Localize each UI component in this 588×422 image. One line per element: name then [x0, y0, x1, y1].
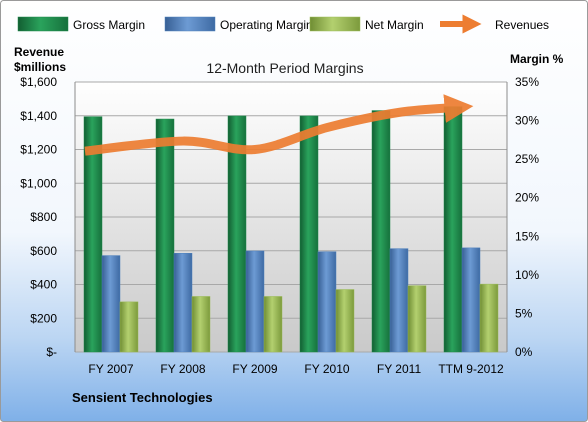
left-tick-label: $- [46, 345, 57, 359]
bar-gross-margin [227, 115, 247, 353]
left-tick-label: $1,200 [20, 143, 57, 157]
bar-operating-margin [461, 247, 481, 353]
right-tick-label: 0% [515, 345, 533, 359]
bar-gross-margin [299, 115, 319, 353]
right-axis-label: Margin % [510, 52, 564, 66]
bar-operating-margin [101, 255, 121, 353]
legend-label-gross-margin: Gross Margin [73, 18, 145, 32]
right-tick-label: 30% [515, 114, 539, 128]
left-tick-label: $1,600 [20, 75, 57, 89]
left-tick-label: $600 [30, 244, 57, 258]
bar-net-margin [263, 296, 283, 353]
left-axis-label-line1: Revenue [14, 45, 64, 59]
legend-label-operating-margin: Operating Margin [220, 18, 313, 32]
bar-operating-margin [173, 253, 193, 353]
right-tick-label: 20% [515, 191, 539, 205]
legend-swatch-operating-margin [164, 16, 216, 32]
category-label: FY 2008 [160, 362, 205, 376]
left-axis-label-line2: $millions [14, 60, 66, 74]
left-axis-ticks: $- $200 $400 $600 $800 $1,000 $1,200 $1,400 $1,6… [20, 75, 57, 359]
left-tick-label: $800 [30, 210, 57, 224]
bar-net-margin [119, 301, 139, 353]
bar-net-margin [479, 283, 499, 353]
category-label: FY 2011 [377, 362, 422, 376]
bar-gross-margin [83, 116, 103, 353]
right-tick-label: 10% [515, 268, 539, 282]
right-tick-label: 5% [515, 306, 533, 320]
bar-net-margin [335, 289, 355, 353]
legend-label-net-margin: Net Margin [365, 18, 424, 32]
revenue-line [84, 94, 474, 156]
legend-label-revenues: Revenues [495, 18, 549, 32]
revenue-line-layer [84, 94, 474, 156]
bar-operating-margin [389, 248, 409, 353]
bar-gross-margin [155, 118, 175, 353]
bar-operating-margin [245, 250, 265, 353]
legend: Gross Margin Operating Margin Net Margin Re… [17, 14, 549, 34]
left-tick-label: $400 [30, 278, 57, 292]
left-tick-label: $1,000 [20, 176, 57, 190]
left-tick-label: $1,400 [20, 109, 57, 123]
bars [83, 106, 499, 353]
category-labels: FY 2007 FY 2008 FY 2009 FY 2010 FY 2011 TTM 9… [88, 362, 504, 376]
bar-gross-margin [443, 106, 463, 353]
legend-swatch-net-margin [309, 16, 361, 32]
bar-gross-margin [371, 110, 391, 353]
right-tick-label: 25% [515, 152, 539, 166]
bar-net-margin [191, 296, 211, 353]
left-tick-label: $200 [30, 311, 57, 325]
category-label: FY 2009 [232, 362, 277, 376]
bar-net-margin [407, 285, 427, 353]
category-label: TTM 9-2012 [438, 362, 504, 376]
category-label: FY 2010 [304, 362, 349, 376]
grid-lines [74, 81, 508, 353]
legend-swatch-gross-margin [17, 16, 69, 32]
chart-title: 12-Month Period Margins [206, 60, 363, 76]
right-axis-ticks: 0% 5% 10% 15% 20% 25% 30% 35% [515, 75, 539, 359]
category-label: FY 2007 [88, 362, 133, 376]
bar-operating-margin [317, 251, 337, 353]
right-tick-label: 15% [515, 229, 539, 243]
company-name: Sensient Technologies [72, 390, 213, 405]
right-tick-label: 35% [515, 75, 539, 89]
